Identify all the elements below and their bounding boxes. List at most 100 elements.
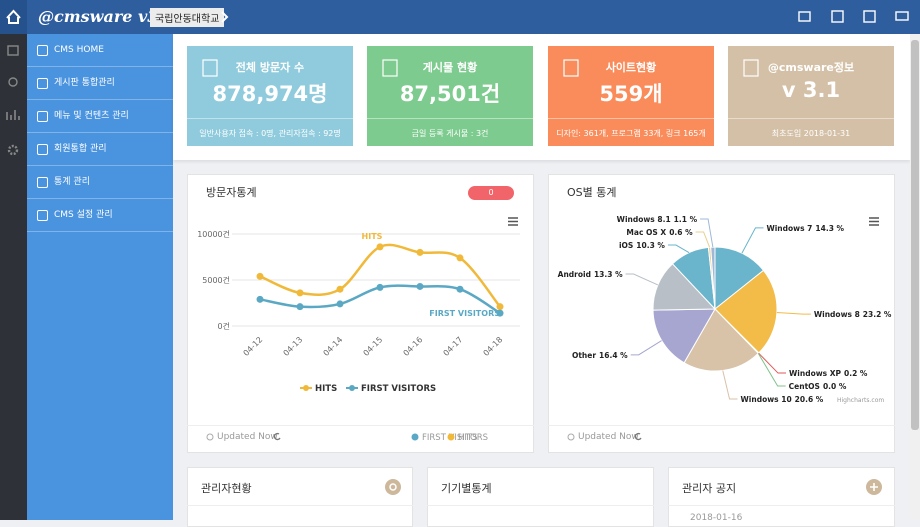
menu-item[interactable]: 메뉴 및 컨텐츠 관리 [27,100,173,133]
card-icon [202,59,218,77]
legend-label: HITS [458,433,478,443]
panel-title: 관리자 공지 [682,482,737,495]
menu-item[interactable]: 회원통합 관리 [27,133,173,166]
pie-label-value: 10.3 % [636,241,665,250]
pie-label-name: Windows 7 [766,224,812,233]
card-icon [743,59,759,77]
leader-line [630,340,662,356]
chevron[interactable] [220,10,230,24]
menu-item[interactable]: 게시판 통합관리 [27,67,173,100]
menu-item[interactable]: CMS HOME [27,34,173,67]
point [496,309,504,317]
card-footer: 금일 등록 게시물 : 3건 [367,118,533,139]
pie-label-name: Windows XP [789,369,841,378]
legend-label: FIRST VISITORS [422,433,488,443]
point [256,272,264,280]
y-tick-label: 0건 [218,321,230,331]
pie-label-name: CentOS [789,382,820,391]
pie-label-name: iOS [619,241,633,250]
leader-line [722,370,738,400]
point [296,303,304,311]
point [256,295,264,303]
pie-label: iOS 10.3 % [619,241,665,250]
pie-label: Windows 7 14.3 % [766,224,844,233]
pie-label-value: 16.4 % [599,351,628,360]
menu-icon[interactable] [869,217,879,226]
updated: Updated Now [217,432,278,442]
point [376,283,384,291]
leader-line [741,227,764,254]
legend-dot [411,433,419,441]
point [336,300,344,308]
menu-icon[interactable] [508,217,518,226]
legend-label: HITS [315,384,337,394]
card-icon [563,59,579,77]
pie-label-name: Windows 10 [741,395,792,404]
pie-label: Windows 8.1 1.1 % [617,215,698,224]
pie-label: Other 16.4 % [572,351,628,360]
menu-item[interactable]: 통계 관리 [27,166,173,199]
updated: Updated Now [578,432,639,442]
devices-panel [427,467,654,527]
panel-title: 방문자통계 [206,186,257,199]
pie-label-name: Mac OS X [626,228,666,237]
scroll-thumb[interactable] [911,40,919,430]
pie-label: Windows 8 23.2 % [814,310,892,319]
settings-button[interactable] [385,479,401,495]
home-button[interactable] [0,0,27,34]
add-icon [870,483,878,491]
point [336,285,344,293]
notice-panel [668,467,895,527]
refresh-icon[interactable] [273,432,281,441]
point [456,285,464,293]
point [496,303,504,311]
card-title: 사이트현황 [605,61,657,74]
x-tick-label: 04-16 [402,335,425,358]
leader-line [758,352,787,374]
panel-title: OS별 통계 [567,186,617,199]
legend-dot [303,385,309,391]
point [416,248,424,256]
card-value: 559개 [599,82,663,106]
leader-line [695,231,711,248]
pie-label-name: Windows 8.1 [617,215,671,224]
card-icon [382,59,398,77]
point [376,243,384,251]
menu-item[interactable]: CMS 설정 관리 [27,199,173,232]
panel-title: 관리자현황 [201,482,252,495]
series-label: FIRST VISITORS [429,309,500,318]
card-value: 87,501건 [399,82,501,106]
pie-label-value: 13.3 % [594,270,623,279]
side-menu: CMS HOME 게시판 통합관리 메뉴 및 컨텐츠 관리 회원통합 관리 통계 관리 C… [27,34,173,520]
pie-label-value: 0.0 % [823,382,847,391]
refresh-icon[interactable] [634,432,642,441]
card-footer: 디자인: 361개, 프로그램 33개, 링크 165개 [548,118,714,139]
x-tick-label: 04-14 [322,335,345,358]
point [456,254,464,262]
card-footer: 일반사용자 접속 : 0명, 관리자접속 : 92명 [187,118,353,139]
clock-icon [567,433,575,441]
divider [187,505,413,506]
logo[interactable]: @cmsware v3.1 [38,7,176,26]
leader-line [776,312,811,315]
divider [427,505,654,506]
card-value: v 3.1 [781,78,841,102]
pie-label-name: Android [558,270,591,279]
legend-label: FIRST VISITORS [361,384,436,394]
pie-label: Windows 10 20.6 % [741,395,824,404]
x-tick-label: 04-13 [282,335,305,358]
visitor-panel [187,174,534,453]
x-tick-label: 04-15 [362,335,385,358]
pie-label-value: 0.6 % [669,228,693,237]
credit[interactable]: Highcharts.com [837,397,885,404]
pie-label-value: 14.3 % [815,224,844,233]
card-title: 게시물 현황 [422,61,478,74]
series-label: HITS [362,232,383,241]
pie-label-value: 1.1 % [674,215,698,224]
top-icons[interactable] [790,8,910,26]
card-title: @cmsware정보 [767,61,855,74]
site-name[interactable]: 국립안동대학교 [150,8,225,27]
